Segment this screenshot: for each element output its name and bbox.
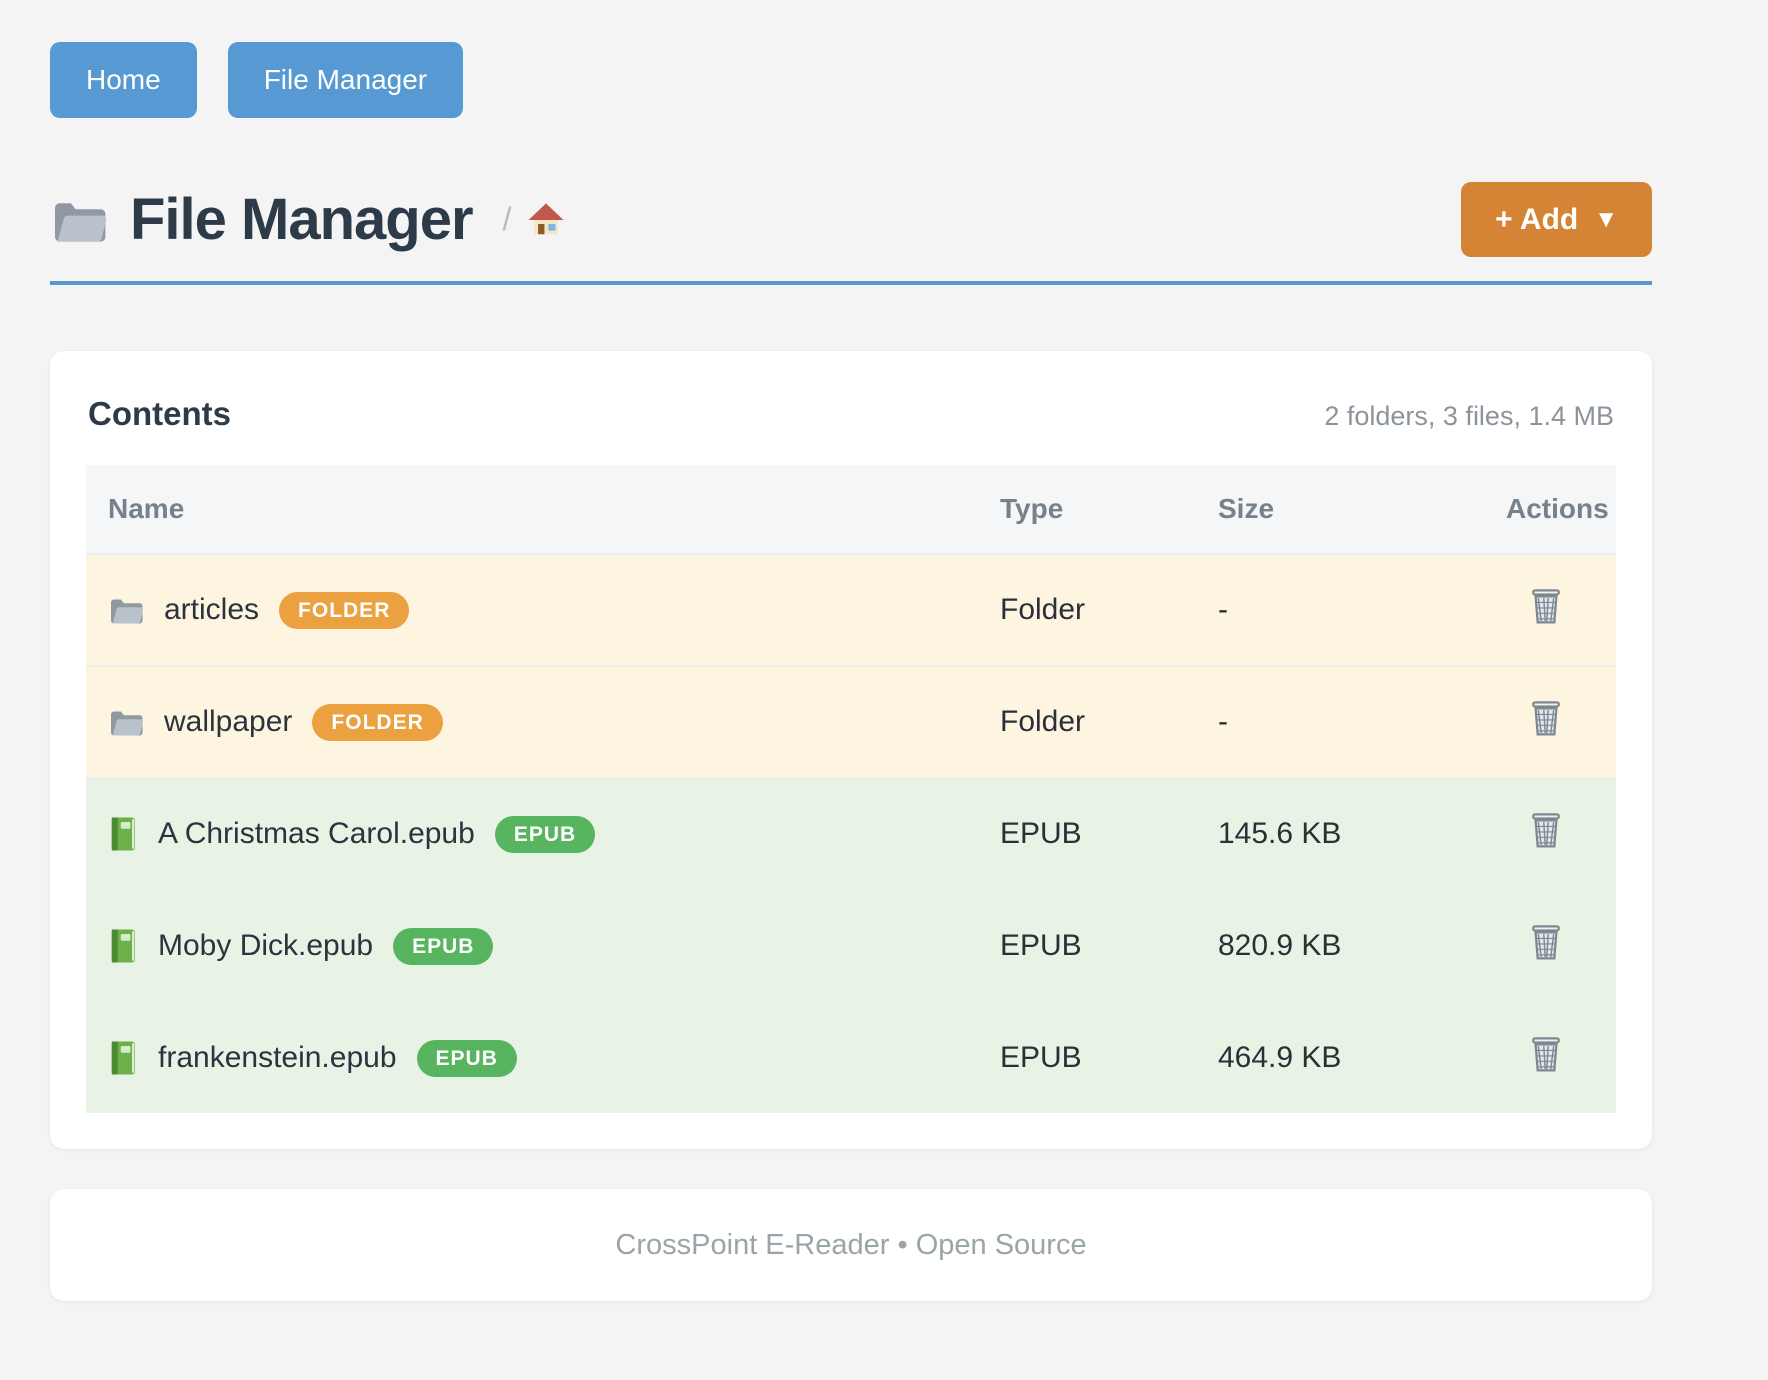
book-icon xyxy=(108,1040,138,1076)
breadcrumb: / xyxy=(503,201,566,239)
footer-text: CrossPoint E-Reader • Open Source xyxy=(615,1228,1087,1261)
header-divider xyxy=(50,281,1652,285)
book-icon xyxy=(108,928,138,964)
column-header-size: Size xyxy=(1218,493,1275,524)
table-row: articles FOLDER Folder - xyxy=(86,553,1616,665)
delete-button[interactable] xyxy=(1530,586,1562,626)
row-name-cell[interactable]: frankenstein.epub EPUB xyxy=(86,1039,978,1077)
row-name: wallpaper xyxy=(164,705,293,738)
nav-button-file-manager[interactable]: File Manager xyxy=(227,42,464,118)
footer: CrossPoint E-Reader • Open Source xyxy=(50,1189,1652,1301)
table-row: wallpaper FOLDER Folder - xyxy=(86,665,1616,777)
row-badge: EPUB xyxy=(393,927,494,965)
row-name-cell[interactable]: wallpaper FOLDER xyxy=(86,703,978,741)
trash-icon xyxy=(1530,810,1562,850)
page-header: File Manager / + Add ▼ xyxy=(50,182,1652,257)
table-row: A Christmas Carol.epub EPUB EPUB 145.6 K… xyxy=(86,777,1616,889)
table-row: frankenstein.epub EPUB EPUB 464.9 KB xyxy=(86,1001,1616,1113)
top-nav: Home File Manager xyxy=(50,42,1652,118)
column-header-actions: Actions xyxy=(1506,493,1609,524)
folder-icon xyxy=(50,196,108,244)
row-type: EPUB xyxy=(1000,929,1082,962)
column-header-name: Name xyxy=(108,493,185,524)
file-table-header: Name Type Size Actions xyxy=(86,465,1616,553)
row-size: 464.9 KB xyxy=(1218,1041,1342,1074)
chevron-down-icon: ▼ xyxy=(1594,205,1618,233)
row-type: Folder xyxy=(1000,705,1086,738)
row-actions-cell xyxy=(1484,586,1616,634)
page-container: Home File Manager File Manager / + xyxy=(50,0,1652,1301)
row-name-cell[interactable]: articles FOLDER xyxy=(86,591,978,629)
row-actions-cell xyxy=(1484,922,1616,970)
row-name-cell[interactable]: Moby Dick.epub EPUB xyxy=(86,927,978,965)
delete-button[interactable] xyxy=(1530,922,1562,962)
contents-card-header: Contents 2 folders, 3 files, 1.4 MB xyxy=(86,395,1616,433)
row-badge: EPUB xyxy=(416,1039,517,1077)
page-title: File Manager xyxy=(130,187,474,252)
trash-icon xyxy=(1530,586,1562,626)
row-type: Folder xyxy=(1000,593,1086,626)
contents-summary: 2 folders, 3 files, 1.4 MB xyxy=(1324,401,1614,431)
add-button[interactable]: + Add ▼ xyxy=(1461,182,1652,257)
row-name: frankenstein.epub xyxy=(158,1041,397,1074)
row-size: 145.6 KB xyxy=(1218,817,1342,850)
row-type: EPUB xyxy=(1000,1041,1082,1074)
row-size: - xyxy=(1218,705,1228,738)
file-table-body: articles FOLDER Folder - wallpaper xyxy=(86,553,1616,1113)
row-name-cell[interactable]: A Christmas Carol.epub EPUB xyxy=(86,815,978,853)
book-icon xyxy=(108,816,138,852)
contents-card: Contents 2 folders, 3 files, 1.4 MB Name… xyxy=(50,351,1652,1149)
row-actions-cell xyxy=(1484,698,1616,746)
contents-title: Contents xyxy=(88,395,231,432)
trash-icon xyxy=(1530,922,1562,962)
row-badge: EPUB xyxy=(494,815,596,853)
add-button-label: + Add xyxy=(1495,202,1579,236)
row-type: EPUB xyxy=(1000,817,1082,850)
file-table: Name Type Size Actions articles FOLDER F… xyxy=(86,465,1616,1113)
row-actions-cell xyxy=(1484,1034,1616,1082)
row-size: - xyxy=(1218,593,1228,626)
row-name: Moby Dick.epub xyxy=(158,929,374,962)
row-badge: FOLDER xyxy=(279,591,410,629)
breadcrumb-separator: / xyxy=(502,201,512,237)
row-name: A Christmas Carol.epub xyxy=(158,817,475,850)
row-name: articles xyxy=(164,593,260,626)
column-header-type: Type xyxy=(1000,493,1064,524)
home-icon[interactable] xyxy=(527,201,565,239)
row-actions-cell xyxy=(1484,810,1616,858)
folder-icon xyxy=(108,707,144,737)
trash-icon xyxy=(1530,1034,1562,1074)
delete-button[interactable] xyxy=(1530,1034,1562,1074)
folder-icon xyxy=(108,595,144,625)
nav-button-home[interactable]: Home xyxy=(50,42,197,118)
trash-icon xyxy=(1530,698,1562,738)
table-row: Moby Dick.epub EPUB EPUB 820.9 KB xyxy=(86,889,1616,1001)
row-badge: FOLDER xyxy=(312,703,443,741)
row-size: 820.9 KB xyxy=(1218,929,1342,962)
delete-button[interactable] xyxy=(1530,698,1562,738)
delete-button[interactable] xyxy=(1530,810,1562,850)
